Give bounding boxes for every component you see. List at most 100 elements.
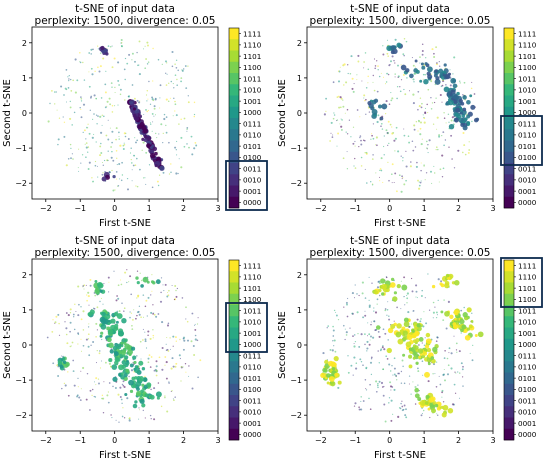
point bbox=[363, 400, 365, 402]
point bbox=[180, 77, 182, 79]
point bbox=[115, 387, 117, 389]
point bbox=[92, 48, 94, 50]
point bbox=[112, 160, 114, 162]
point bbox=[429, 310, 430, 311]
colorbar-segment bbox=[229, 39, 239, 51]
point bbox=[361, 333, 363, 335]
point bbox=[366, 182, 368, 184]
point bbox=[418, 120, 420, 122]
point bbox=[77, 314, 79, 316]
point bbox=[89, 86, 91, 88]
point bbox=[428, 89, 430, 91]
point bbox=[75, 58, 77, 60]
highlight-point bbox=[450, 78, 456, 84]
point bbox=[436, 146, 438, 148]
point bbox=[377, 121, 379, 123]
point bbox=[399, 86, 400, 87]
point bbox=[152, 121, 153, 122]
point bbox=[191, 136, 193, 138]
point bbox=[377, 65, 379, 67]
point bbox=[97, 177, 98, 178]
colorbar-label: 1001 bbox=[243, 329, 261, 338]
highlight-point bbox=[95, 287, 98, 290]
highlight-point bbox=[381, 103, 387, 109]
point bbox=[103, 115, 105, 117]
point bbox=[362, 292, 364, 294]
point bbox=[73, 316, 74, 317]
point bbox=[180, 137, 182, 139]
point bbox=[433, 56, 435, 58]
point bbox=[452, 73, 453, 74]
point bbox=[59, 118, 60, 119]
point bbox=[376, 60, 377, 61]
point bbox=[173, 83, 174, 84]
point bbox=[77, 285, 79, 287]
point bbox=[101, 97, 103, 99]
point bbox=[114, 189, 115, 190]
highlight-point bbox=[112, 377, 117, 382]
point bbox=[55, 321, 57, 323]
point bbox=[116, 127, 118, 129]
highlight-point bbox=[159, 166, 164, 171]
point bbox=[83, 345, 85, 347]
colorbar-segment bbox=[504, 395, 514, 407]
point bbox=[333, 329, 335, 331]
point bbox=[69, 75, 70, 76]
highlight-point bbox=[412, 334, 417, 339]
colorbar-segment bbox=[504, 152, 514, 164]
point bbox=[147, 330, 149, 332]
point bbox=[422, 413, 423, 414]
point bbox=[396, 98, 398, 100]
point bbox=[150, 366, 152, 368]
point bbox=[365, 169, 366, 170]
point bbox=[131, 325, 133, 327]
point bbox=[174, 110, 175, 111]
point bbox=[72, 158, 74, 160]
colorbar-label: 1010 bbox=[243, 86, 262, 95]
point bbox=[391, 97, 393, 99]
point bbox=[337, 133, 339, 135]
point bbox=[158, 185, 159, 186]
point bbox=[346, 331, 348, 333]
point bbox=[329, 140, 331, 142]
point bbox=[333, 81, 335, 83]
point bbox=[174, 147, 176, 149]
point bbox=[338, 70, 339, 71]
point bbox=[57, 144, 58, 145]
point bbox=[441, 397, 442, 398]
point bbox=[386, 81, 387, 82]
point bbox=[436, 62, 438, 64]
point bbox=[81, 98, 83, 100]
highlight-point bbox=[396, 323, 402, 329]
point bbox=[359, 358, 361, 360]
colorbar-segment bbox=[504, 141, 514, 153]
colorbar-segment bbox=[504, 84, 514, 96]
colorbar-label: 0110 bbox=[243, 131, 262, 140]
colorbar-label: 1010 bbox=[518, 86, 537, 95]
point bbox=[363, 97, 364, 98]
point bbox=[370, 339, 371, 340]
point bbox=[123, 148, 125, 150]
highlight-point bbox=[329, 376, 335, 382]
point bbox=[145, 46, 146, 47]
point bbox=[95, 384, 96, 385]
point bbox=[150, 389, 152, 391]
point bbox=[85, 156, 87, 158]
point bbox=[94, 94, 96, 96]
colorbar-label: 1010 bbox=[518, 318, 537, 327]
point bbox=[152, 48, 153, 49]
highlight-point bbox=[144, 135, 147, 138]
point bbox=[94, 71, 95, 72]
point bbox=[103, 165, 104, 166]
point bbox=[462, 94, 464, 96]
point bbox=[396, 127, 398, 129]
point bbox=[436, 361, 437, 362]
point bbox=[80, 96, 82, 98]
colorbar-segment bbox=[504, 339, 514, 351]
point bbox=[375, 65, 377, 67]
colorbar-label: 1101 bbox=[243, 284, 261, 293]
point bbox=[355, 368, 357, 370]
point bbox=[193, 345, 195, 347]
point bbox=[402, 160, 403, 161]
point bbox=[420, 128, 422, 130]
